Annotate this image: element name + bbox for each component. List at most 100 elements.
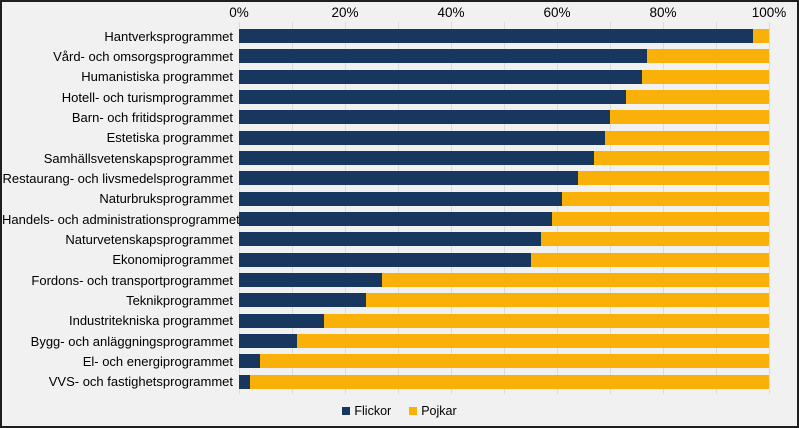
bar-segment-flickor — [239, 151, 595, 166]
bar-track — [239, 334, 769, 349]
category-label: Handels- och administrationsprogrammet — [2, 211, 240, 227]
bar-segment-flickor — [239, 191, 563, 206]
bar-row: Ekonomiprogrammet — [2, 250, 797, 270]
bar-segment-flickor — [239, 313, 324, 328]
category-label: Humanistiska programmet — [81, 69, 233, 85]
category-label: Barn- och fritidsprogrammet — [71, 109, 233, 125]
bar-row: Hotell- och turismprogrammet — [2, 87, 797, 107]
bar-track — [239, 232, 769, 247]
bar-row: Bygg- och anläggningsprogrammet — [2, 331, 797, 351]
bar-row: Fordons- och transportprogrammet — [2, 270, 797, 290]
bar-segment-pojkar — [647, 49, 769, 64]
bar-segment-pojkar — [594, 151, 769, 166]
category-label: Samhällsvetenskapsprogrammet — [43, 150, 233, 166]
bar-row: Naturvetenskapsprogrammet — [2, 229, 797, 249]
gridline — [398, 22, 399, 394]
bar-segment-flickor — [239, 232, 542, 247]
bar-track — [239, 69, 769, 84]
category-label: Teknikprogrammet — [126, 292, 233, 308]
bar-segment-flickor — [239, 69, 642, 84]
bar-track — [239, 29, 769, 44]
gridline — [504, 22, 505, 394]
bar-row: Barn- och fritidsprogrammet — [2, 107, 797, 127]
x-axis-tick-label: 100% — [751, 5, 787, 20]
bar-segment-flickor — [239, 273, 383, 288]
category-label: Naturbruksprogrammet — [99, 191, 233, 207]
bar-row: Handels- och administrationsprogrammet — [2, 209, 797, 229]
gridline — [663, 22, 664, 394]
bar-row: Restaurang- och livsmedelsprogrammet — [2, 168, 797, 188]
bar-segment-pojkar — [625, 90, 769, 105]
bar-track — [239, 374, 769, 389]
x-axis-tick-label: 0% — [229, 5, 249, 20]
bar-row: Industritekniska programmet — [2, 311, 797, 331]
bar-segment-pojkar — [382, 273, 769, 288]
bar-track — [239, 273, 769, 288]
bar-segment-flickor — [239, 334, 298, 349]
category-label: Estetiska programmet — [106, 130, 233, 146]
gridline — [769, 22, 770, 394]
bar-segment-flickor — [239, 212, 552, 227]
legend-swatch-icon — [409, 407, 418, 415]
bar-segment-flickor — [239, 49, 648, 64]
gridlines — [239, 22, 770, 394]
category-label: Fordons- och transportprogrammet — [31, 272, 233, 288]
bar-segment-pojkar — [604, 130, 769, 145]
x-axis-ticks: 0% 20% 40% 60% 80% 100% — [229, 5, 786, 22]
bar-track — [239, 90, 769, 105]
bar-track — [239, 151, 769, 166]
bar-row: Samhällsvetenskapsprogrammet — [2, 148, 797, 168]
category-label: VVS- och fastighetsprogrammet — [48, 374, 233, 390]
bar-track — [239, 110, 769, 125]
bar-row: Estetiska programmet — [2, 128, 797, 148]
category-label: Hotell- och turismprogrammet — [61, 89, 233, 105]
bar-row: Teknikprogrammet — [2, 290, 797, 310]
x-axis-tick-label: 20% — [331, 5, 359, 20]
gridline — [239, 22, 240, 394]
bar-track — [239, 313, 769, 328]
gridline — [451, 22, 452, 394]
bar-segment-pojkar — [562, 191, 769, 206]
bar-segment-flickor — [239, 171, 579, 186]
bar-row: Hantverksprogrammet — [2, 26, 797, 46]
bar-segment-pojkar — [610, 110, 769, 125]
bar-track — [239, 252, 769, 267]
bar-segment-pojkar — [541, 232, 769, 247]
bar-row: El- och energiprogrammet — [2, 351, 797, 371]
gridline — [292, 22, 293, 394]
bar-segment-flickor — [239, 252, 531, 267]
bar-track — [239, 191, 769, 206]
category-label: Industritekniska programmet — [68, 313, 233, 329]
gridline — [610, 22, 611, 394]
bar-row: VVS- och fastighetsprogrammet — [2, 372, 797, 392]
bar-segment-pojkar — [578, 171, 769, 186]
legend-label: Flickor — [354, 404, 392, 418]
category-label: El- och energiprogrammet — [82, 353, 233, 369]
gridline — [716, 22, 717, 394]
bar-track — [239, 130, 769, 145]
bar-track — [239, 212, 769, 227]
category-label: Naturvetenskapsprogrammet — [65, 231, 233, 247]
category-label: Vård- och omsorgsprogrammet — [53, 48, 233, 64]
bar-row: Humanistiska programmet — [2, 67, 797, 87]
x-axis-tick-label: 60% — [543, 5, 571, 20]
x-axis-tick-label: 40% — [437, 5, 465, 20]
bar-segment-pojkar — [323, 313, 769, 328]
bar-segment-pojkar — [260, 354, 769, 369]
bar-segment-flickor — [239, 374, 250, 389]
bar-segment-pojkar — [297, 334, 769, 349]
category-label: Restaurang- och livsmedelsprogrammet — [2, 170, 233, 186]
legend-swatch-icon — [342, 407, 351, 415]
x-axis-tick-label: 80% — [649, 5, 677, 20]
bar-segment-flickor — [239, 354, 261, 369]
bar-segment-flickor — [239, 90, 626, 105]
category-label: Bygg- och anläggningsprogrammet — [30, 333, 233, 349]
gridline — [345, 22, 346, 394]
category-label: Hantverksprogrammet — [104, 28, 233, 44]
bar-segment-flickor — [239, 130, 605, 145]
bar-row: Naturbruksprogrammet — [2, 189, 797, 209]
legend-item: Flickor — [342, 404, 391, 418]
bar-row: Vård- och omsorgsprogrammet — [2, 46, 797, 66]
legend: Flickor Pojkar — [2, 404, 797, 418]
